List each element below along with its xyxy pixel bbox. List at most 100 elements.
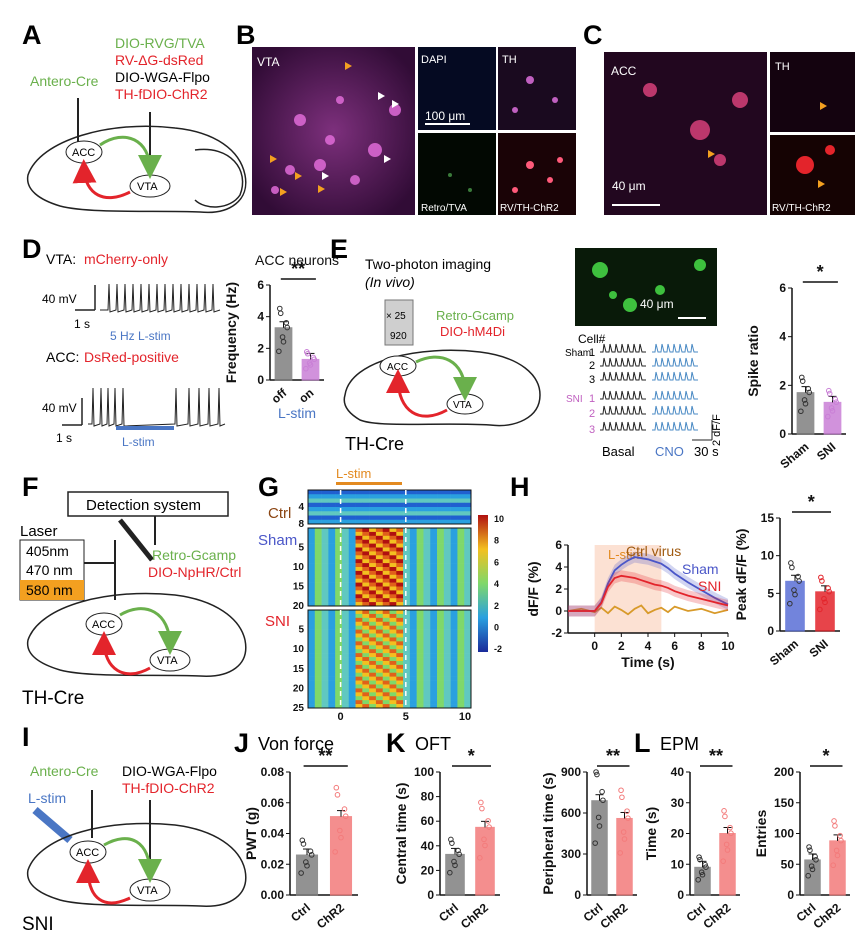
heatmap-cell xyxy=(423,539,431,544)
heatmap-cell xyxy=(341,531,350,537)
heatmap-cell xyxy=(369,617,377,623)
heatmap-cell xyxy=(335,598,343,603)
heatmap-cell xyxy=(457,617,465,623)
heatmap-cell xyxy=(443,672,451,677)
heatmap-cell xyxy=(443,625,451,630)
heatmap-cell xyxy=(409,704,417,709)
heatmap-cell xyxy=(403,570,411,576)
heatmap-cell xyxy=(437,692,445,697)
heatmap-cell xyxy=(314,704,322,709)
heatmap-cell xyxy=(423,676,431,681)
heatmap-cell xyxy=(355,641,363,646)
heatmap-cell xyxy=(314,502,322,508)
heatmap-cell xyxy=(409,567,417,572)
heatmap-cell xyxy=(430,539,438,544)
heatmap-cell xyxy=(369,672,377,677)
heatmap-cell xyxy=(335,629,343,634)
data-point xyxy=(625,815,631,821)
colorbar-tick-label: 8 xyxy=(494,536,499,546)
heatmap-cell xyxy=(348,494,356,499)
c-rvth-label: RV/TH-ChR2 xyxy=(772,203,831,214)
heatmap-cell xyxy=(416,641,424,646)
heatmap-cell xyxy=(355,578,363,583)
heatmap-cell xyxy=(409,657,417,662)
heatmap-cell xyxy=(348,645,356,650)
heatmap-cell xyxy=(437,551,445,556)
row-tick-label: 20 xyxy=(293,601,305,612)
calcium-trace xyxy=(600,371,646,381)
e-two-photon-image xyxy=(575,248,717,326)
heatmap-cell xyxy=(341,543,350,548)
heatmap-cell xyxy=(321,680,329,685)
heatmap-cell xyxy=(396,555,404,560)
heatmap-cell xyxy=(382,664,390,670)
heatmap-cell xyxy=(423,535,431,540)
heatmap-cell xyxy=(382,582,390,587)
x-tick-label: 10 xyxy=(721,639,735,653)
heatmap-cell xyxy=(348,602,356,607)
heatmap-cell xyxy=(389,586,397,591)
heatmap-cell xyxy=(308,574,316,579)
data-point xyxy=(724,847,731,853)
heatmap-cell xyxy=(430,543,438,548)
heatmap-cell xyxy=(308,617,316,623)
heatmap-cell xyxy=(362,498,370,504)
heatmap-cell xyxy=(382,668,390,674)
heatmap-cell xyxy=(464,653,472,658)
heatmap-cell xyxy=(375,547,384,552)
heatmap-cell xyxy=(375,692,384,697)
heatmap-cell xyxy=(430,551,438,556)
heatmap-cell xyxy=(416,637,424,642)
heatmap-cell xyxy=(416,602,424,607)
heatmap-cell xyxy=(348,676,356,681)
heatmap-cell xyxy=(443,633,451,638)
heatmap-cell xyxy=(389,696,397,701)
heatmap-cell xyxy=(341,511,350,516)
heatmap-cell xyxy=(369,578,377,583)
heatmap-cell xyxy=(314,692,322,697)
heatmap-cell xyxy=(416,598,424,603)
c-acc-micrograph xyxy=(604,52,767,215)
heatmap-cell xyxy=(464,498,472,504)
heatmap-cell xyxy=(403,613,411,619)
heatmap-cell xyxy=(409,641,417,646)
heatmap-cell xyxy=(450,602,458,607)
heatmap-cell xyxy=(443,598,451,603)
x-tick-label: on xyxy=(296,386,316,406)
heatmap-cell xyxy=(457,680,465,685)
heatmap-cell xyxy=(348,637,356,642)
heatmap-cell xyxy=(341,684,350,689)
heatmap-cell xyxy=(355,555,363,560)
heatmap-cell xyxy=(308,578,316,583)
heatmap-cell xyxy=(314,555,322,560)
heatmap-cell xyxy=(416,629,424,634)
heatmap-cell xyxy=(443,590,451,595)
data-point xyxy=(308,852,315,858)
data-point xyxy=(284,324,291,331)
data-point xyxy=(619,794,625,801)
heatmap-cell xyxy=(430,535,438,540)
heatmap-cell xyxy=(382,507,390,512)
heatmap-cell xyxy=(403,598,411,603)
heatmap-cell xyxy=(375,684,384,689)
heatmap-cell xyxy=(389,660,397,666)
heatmap-cell xyxy=(355,637,363,642)
heatmap-cell xyxy=(355,547,363,552)
heatmap-cell xyxy=(409,494,417,499)
e-sni-3: 3 xyxy=(589,424,595,436)
heatmap-cell xyxy=(403,621,411,626)
heatmap-cell xyxy=(450,680,458,685)
heatmap-cell xyxy=(389,700,397,705)
heatmap-cell xyxy=(437,625,445,630)
heatmap-cell xyxy=(396,519,404,525)
heatmap-cell xyxy=(430,528,438,533)
heatmap-cell xyxy=(416,590,424,595)
heatmap-cell xyxy=(464,649,472,654)
y-tick-label: 0.02 xyxy=(261,857,285,871)
heatmap-cell xyxy=(457,629,465,634)
heatmap-cell xyxy=(396,567,404,572)
data-point xyxy=(789,564,795,571)
heatmap-cell xyxy=(362,649,370,654)
heatmap-cell xyxy=(437,535,445,540)
heatmap-cell xyxy=(430,653,438,658)
